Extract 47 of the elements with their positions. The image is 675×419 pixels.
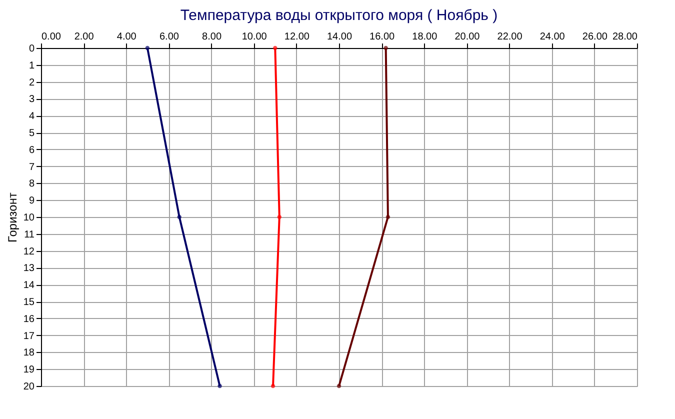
y-tick-label: 16: [23, 314, 35, 325]
point: [336, 384, 342, 388]
point: [270, 384, 276, 388]
x-tick-label: 22.00: [497, 32, 523, 42]
point: [277, 214, 282, 220]
y-tick-label: 6: [28, 144, 35, 156]
y-tick-label: 1: [28, 60, 35, 72]
y-tick-label: 15: [23, 297, 35, 308]
y-tick-label: 8: [28, 178, 35, 190]
x-tick-label: 10.00: [242, 32, 268, 42]
x-tick-label: 4.00: [116, 32, 137, 42]
x-tick-label: 26.00: [582, 32, 608, 42]
x-tick-label: 8.00: [202, 32, 222, 42]
y-tick-label: 3: [28, 94, 35, 106]
y-tick-label: 19: [23, 364, 35, 376]
x-tick-label: 28.00: [612, 32, 638, 42]
y-tick-label: 4: [28, 111, 35, 122]
y-tick-label: 10: [23, 212, 35, 224]
y-tick-label: 13: [23, 263, 35, 274]
point: [145, 46, 150, 50]
point: [384, 46, 388, 50]
y-tick-label: 7: [28, 162, 35, 173]
x-tick-label: 14.00: [326, 32, 352, 42]
y-tick-label: 17: [23, 330, 35, 342]
y-tick-label: 9: [28, 196, 35, 207]
x-tick-label: 6.00: [159, 32, 180, 42]
point: [218, 384, 222, 388]
x-tick-label: 12.00: [284, 32, 310, 42]
y-tick-label: 20: [23, 382, 35, 392]
y-tick-label: 2: [28, 77, 35, 88]
point: [386, 214, 390, 220]
y-tick-label: 5: [28, 128, 35, 139]
point: [273, 46, 278, 50]
x-tick-label: 0.00: [42, 32, 62, 42]
x-tick-label: 18.00: [412, 32, 438, 42]
y-tick-label: 14: [23, 280, 35, 292]
point: [177, 214, 182, 220]
x-tick-label: 16.00: [370, 32, 396, 42]
y-tick-label: 18: [23, 348, 35, 359]
y-tick-label: 11: [24, 229, 35, 240]
x-tick-label: 20.00: [454, 32, 480, 42]
y-tick-label: 12: [23, 246, 35, 258]
chart-title: Температура воды открытого моря ( Ноябрь ): [180, 7, 498, 24]
x-tick-label: 24.00: [540, 32, 566, 42]
x-tick-label: 2.00: [74, 32, 94, 42]
y-tick-label: 0: [28, 44, 35, 54]
y-axis-title: Горизонт: [5, 192, 20, 242]
